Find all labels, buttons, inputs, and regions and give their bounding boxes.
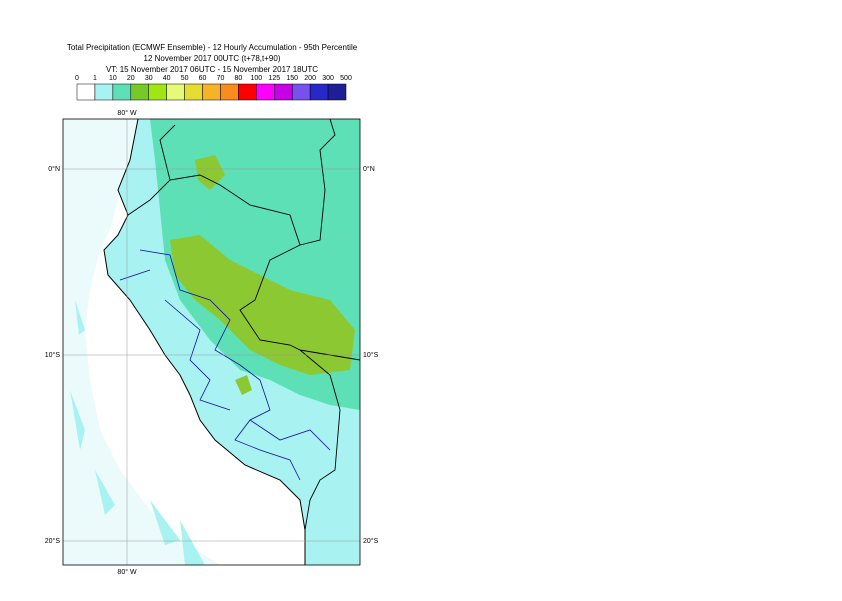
legend-swatch — [166, 83, 185, 101]
legend-swatch — [291, 83, 311, 101]
legend-swatch — [327, 83, 347, 101]
legend-label: 10 — [109, 75, 117, 82]
legend-label: 40 — [163, 75, 171, 82]
legend-swatch — [202, 83, 221, 101]
legend: 0 1 10 20 30 40 50 60 70 80 100 125 150 200 300 500 — [75, 75, 352, 101]
lat-label: 0°N — [363, 165, 375, 173]
lat-label: 20°S — [363, 537, 379, 545]
legend-swatch — [220, 83, 239, 101]
legend-label: 30 — [145, 75, 153, 82]
lon-label: 80° W — [117, 109, 137, 117]
lat-label: 10°S — [363, 351, 379, 359]
title: 12 November 2017 00UTC (t+78,t+90) — [144, 54, 281, 63]
legend-swatch — [76, 83, 96, 101]
legend-label: 0 — [75, 75, 79, 82]
legend-label: 150 — [286, 75, 298, 82]
legend-swatch — [148, 83, 167, 101]
legend-label: 500 — [340, 75, 352, 82]
map: 80° W 80° W 0°N 0°N 10°S 10°S 20°S 20°S — [45, 109, 379, 576]
legend-swatch — [130, 83, 149, 101]
legend-label: 1 — [93, 75, 97, 82]
ocean-patch — [63, 119, 220, 565]
legend-label: 20 — [127, 75, 135, 82]
province-border — [119, 249, 331, 481]
lat-label: 10°S — [45, 351, 61, 359]
lat-label: 20°S — [45, 537, 61, 545]
legend-label: 100 — [250, 75, 262, 82]
legend-swatch — [94, 83, 114, 101]
legend-label: 70 — [217, 75, 225, 82]
legend-swatch — [184, 83, 203, 101]
title: VT: 15 November 2017 06UTC - 15 November… — [106, 65, 318, 74]
legend-swatch — [274, 83, 293, 101]
precip-area — [170, 235, 355, 375]
map-frame — [62, 118, 361, 566]
legend-swatch — [238, 83, 257, 101]
ocean-patch — [70, 300, 205, 565]
legend-label: 200 — [304, 75, 316, 82]
country-border — [127, 119, 360, 531]
legend-swatch — [309, 83, 329, 101]
title: Total Precipitation (ECMWF Ensemble) - 1… — [67, 43, 358, 52]
legend-label: 80 — [235, 75, 243, 82]
legend-label: 300 — [322, 75, 334, 82]
legend-label: 60 — [199, 75, 207, 82]
legend-label: 125 — [268, 75, 280, 82]
lon-label: 80° W — [117, 568, 137, 576]
precip-area — [195, 155, 252, 395]
legend-swatch — [256, 83, 275, 101]
legend-swatch — [112, 83, 132, 101]
lat-label: 0°N — [48, 165, 60, 173]
legend-label: 50 — [181, 75, 189, 82]
